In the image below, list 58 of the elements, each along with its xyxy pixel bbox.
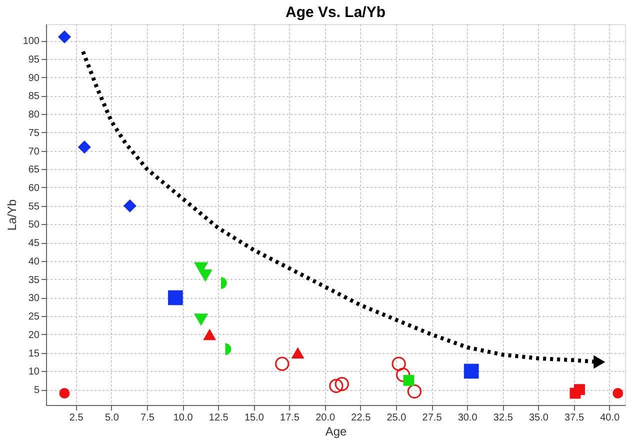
x-tick-label: 32.5	[493, 412, 514, 424]
y-tick-label: 85	[28, 91, 40, 102]
y-tick-label: 70	[28, 146, 40, 158]
y-tick-label: 30	[28, 293, 40, 304]
point	[59, 388, 70, 398]
point	[168, 290, 183, 306]
point	[58, 30, 72, 44]
point	[464, 364, 479, 379]
y-tick-label: 35	[28, 274, 40, 286]
point	[403, 374, 414, 386]
point	[194, 314, 208, 326]
y-tick-label: 60	[28, 182, 40, 194]
y-tick-label: 10	[28, 366, 40, 378]
x-tick-label: 22.5	[351, 412, 372, 424]
x-tick-label: 5.0	[104, 412, 120, 424]
y-tick-label: 55	[28, 201, 40, 212]
y-tick-label: 100	[22, 36, 40, 48]
y-tick-label: 20	[28, 330, 40, 341]
point	[275, 356, 290, 371]
x-tick-label: 10.0	[173, 412, 194, 424]
y-tick-label: 65	[28, 164, 40, 176]
x-tick-label: 35.0	[528, 412, 549, 424]
point	[407, 384, 422, 398]
point	[334, 376, 349, 392]
point	[329, 378, 344, 393]
x-tick-label: 40.0	[600, 412, 620, 424]
point	[574, 384, 585, 396]
x-tick-label: 37.5	[564, 412, 584, 424]
x-tick-label: 20.0	[316, 412, 336, 424]
x-tick-label: 27.5	[422, 412, 442, 424]
y-tick-label: 50	[28, 220, 40, 231]
y-tick-label: 15	[28, 348, 40, 360]
y-tick-label: 95	[28, 54, 40, 66]
x-tick-label: 15.0	[244, 412, 264, 424]
y-tick-label: 5	[34, 385, 40, 396]
point	[123, 199, 136, 212]
y-tick-label: 90	[28, 72, 40, 84]
y-tick-label: 75	[28, 128, 40, 139]
point	[612, 388, 624, 398]
y-axis-title: La/Yb	[4, 198, 19, 231]
point	[198, 270, 212, 282]
x-tick-label: 30.0	[458, 412, 478, 424]
y-tick-label: 40	[28, 256, 40, 268]
point	[291, 347, 304, 358]
point	[203, 328, 216, 340]
x-tick-label: 17.5	[280, 412, 300, 424]
x-tick-label: 7.5	[140, 412, 155, 424]
x-tick-label: 12.5	[208, 412, 229, 424]
y-tick-label: 80	[28, 110, 40, 121]
point	[78, 140, 91, 154]
chart-title: Age Vs. La/Yb	[285, 4, 386, 21]
y-tick-label: 25	[28, 312, 40, 323]
point	[392, 356, 406, 371]
point	[396, 368, 410, 382]
x-tick-label: 2.5	[69, 412, 84, 424]
y-tick-label: 45	[28, 238, 40, 250]
x-tick-label: 25.0	[386, 412, 407, 424]
x-axis-title: Age	[325, 424, 347, 438]
